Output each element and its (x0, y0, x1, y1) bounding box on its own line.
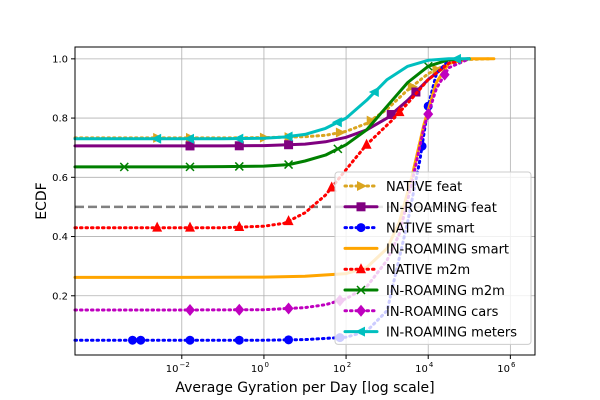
data-point (394, 106, 405, 117)
data-point (335, 127, 346, 138)
x-tick-label: 106 (497, 361, 516, 375)
data-point (284, 335, 294, 345)
legend-label: NATIVE feat (386, 180, 462, 195)
legend-entry: NATIVE m2m (343, 263, 470, 278)
data-point (233, 133, 244, 144)
data-point (450, 53, 461, 64)
data-point (185, 221, 195, 232)
legend-entry: IN-ROAMING m2m (343, 284, 505, 299)
legend-label: IN-ROAMING feat (386, 201, 497, 216)
data-point (283, 215, 294, 226)
data-point (185, 335, 195, 345)
legend-label: IN-ROAMING meters (386, 326, 517, 341)
data-point (128, 335, 137, 345)
data-point (331, 117, 342, 128)
data-point (326, 181, 337, 192)
legend-entry: IN-ROAMING smart (343, 242, 509, 257)
y-tick-label: 0.2 (52, 291, 68, 302)
data-point (386, 110, 396, 120)
data-point (151, 133, 162, 144)
data-point (136, 335, 146, 345)
legend-label: IN-ROAMING cars (386, 305, 499, 320)
data-point (283, 302, 294, 315)
series-line (73, 57, 471, 141)
series-in-roaming-m2m (73, 57, 471, 172)
y-ticks: 0.2 0.4 0.6 0.8 1.0 (52, 54, 75, 302)
x-tick-label: 10−2 (166, 361, 190, 375)
legend-marker (356, 223, 366, 233)
plot-frame (74, 46, 536, 356)
data-point (234, 221, 245, 232)
data-point (152, 221, 163, 232)
legend-marker (356, 285, 366, 295)
data-point (185, 141, 195, 151)
legend-entry: IN-ROAMING cars (343, 304, 499, 320)
x-tick-label: 102 (333, 361, 351, 375)
data-point (234, 161, 244, 171)
data-point (284, 160, 294, 170)
legend-entry: NATIVE smart (343, 222, 474, 237)
legend-marker (356, 304, 366, 317)
legend-label: NATIVE smart (386, 222, 474, 237)
x-tick-label: 100 (251, 361, 269, 375)
x-axis-label: Average Gyration per Day [log scale] (175, 380, 434, 396)
series-in-roaming-meters (73, 53, 471, 144)
series-line (73, 57, 471, 169)
series-native-m2m (73, 57, 471, 232)
data-point (185, 303, 195, 316)
y-tick-label: 1.0 (52, 54, 68, 65)
legend-box (334, 171, 532, 345)
data-point (284, 140, 294, 150)
series-native-feat (73, 57, 492, 143)
data-point (368, 87, 379, 98)
legend-entry: IN-ROAMING feat (343, 201, 497, 216)
data-point (234, 335, 244, 345)
data-point (184, 133, 194, 144)
data-point (282, 131, 293, 142)
y-tick-label: 0.4 (52, 232, 68, 243)
data-point (234, 141, 244, 151)
legend-marker (355, 326, 365, 337)
y-axis-label: ECDF (34, 182, 50, 219)
y-tick-label: 0.8 (52, 114, 68, 125)
data-point (366, 115, 377, 126)
legend-label: IN-ROAMING m2m (386, 284, 505, 299)
legend-marker (356, 263, 366, 274)
data-point (333, 144, 343, 154)
y-tick-label: 0.6 (52, 173, 68, 184)
data-point (407, 81, 418, 92)
legend-label: IN-ROAMING smart (386, 242, 509, 257)
legend-marker (357, 181, 367, 191)
data-point (185, 162, 195, 172)
legend-entry: NATIVE feat (343, 180, 462, 195)
legend-entry: IN-ROAMING meters (343, 326, 517, 341)
data-point (432, 64, 443, 75)
data-point (234, 303, 245, 316)
legend-marker (356, 202, 366, 212)
legend-label: NATIVE m2m (386, 263, 470, 278)
x-ticks: 10−2 100 102 104 106 (166, 355, 516, 375)
data-point (423, 108, 434, 121)
data-point (423, 61, 433, 71)
data-point (361, 138, 372, 149)
x-tick-label: 104 (415, 361, 434, 375)
series-line (73, 57, 471, 230)
data-point (439, 68, 450, 81)
data-point (119, 162, 129, 172)
series-line (73, 57, 492, 140)
legend: NATIVE feat IN-ROAMING feat NATIVE smart IN… (334, 171, 532, 345)
